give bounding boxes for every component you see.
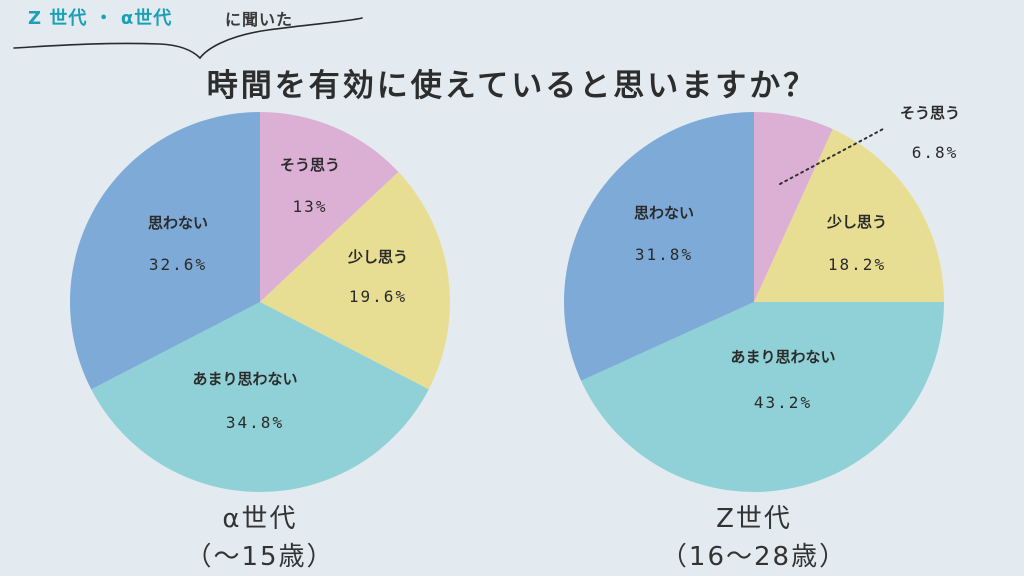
caption-alpha-generation: α世代 [222, 504, 298, 534]
pie-slice-z-disagree-somewhat [581, 302, 944, 493]
slice-value-alpha-agree-somewhat: 19.6% [349, 287, 407, 306]
slice-value-alpha-disagree-somewhat: 34.8% [226, 413, 284, 432]
caption-z-generation: Z世代 [716, 504, 792, 534]
tag-underline-swoosh [13, 17, 363, 60]
pie-chart-z: そう思う 6.8% 少し思う 18.2% あまり思わない 43.2% 思わない 31.8% [564, 104, 960, 493]
pie-chart-alpha: そう思う 13% 少し思う 19.6% あまり思わない 34.8% 思わない 32.6% [70, 112, 450, 492]
slice-value-alpha-strongly-agree: 13% [293, 197, 328, 216]
callout-leader-line [779, 127, 886, 185]
asked-label: に聞いた [225, 10, 294, 29]
slice-label-z-disagree: 思わない [634, 204, 694, 222]
slice-value-z-strongly-agree: 6.8% [912, 143, 959, 162]
slice-value-alpha-disagree: 32.6% [149, 255, 207, 274]
slice-value-z-agree-somewhat: 18.2% [828, 255, 886, 274]
pie-slice-alpha-disagree-somewhat [91, 302, 429, 492]
slice-label-alpha-strongly-agree: そう思う [280, 156, 340, 174]
slice-value-z-disagree: 31.8% [635, 245, 693, 264]
page-title: 時間を有効に使えていると思いますか？ [206, 68, 818, 104]
slice-label-alpha-disagree: 思わない [148, 214, 208, 232]
slice-label-alpha-disagree-somewhat: あまり思わない [192, 370, 297, 388]
slice-label-z-agree-somewhat: 少し思う [826, 213, 887, 231]
pie-slice-z-agree-somewhat [754, 129, 944, 302]
pie-slice-z-strongly-agree [754, 112, 833, 302]
slice-label-alpha-agree-somewhat: 少し思う [347, 248, 408, 266]
pie-slice-alpha-strongly-agree [260, 112, 399, 302]
header-tag: Z 世代 ・ α世代 に聞いた [10, 0, 370, 62]
slice-label-z-disagree-somewhat: あまり思わない [730, 348, 835, 366]
caption-z-age: （16〜28歳） [660, 542, 848, 572]
caption-alpha-age: （〜15歳） [185, 542, 335, 572]
slice-value-z-disagree-somewhat: 43.2% [754, 393, 812, 412]
pie-slice-alpha-agree-somewhat [260, 171, 450, 390]
chart-caption-z: Z世代 （16〜28歳） [624, 500, 884, 576]
chart-caption-alpha: α世代 （〜15歳） [130, 500, 390, 576]
pie-slice-alpha-disagree [70, 112, 260, 390]
slice-label-z-strongly-agree: そう思う [900, 104, 960, 122]
pie-slice-z-disagree [564, 112, 754, 381]
generations-label: Z 世代 ・ α世代 [28, 8, 173, 29]
